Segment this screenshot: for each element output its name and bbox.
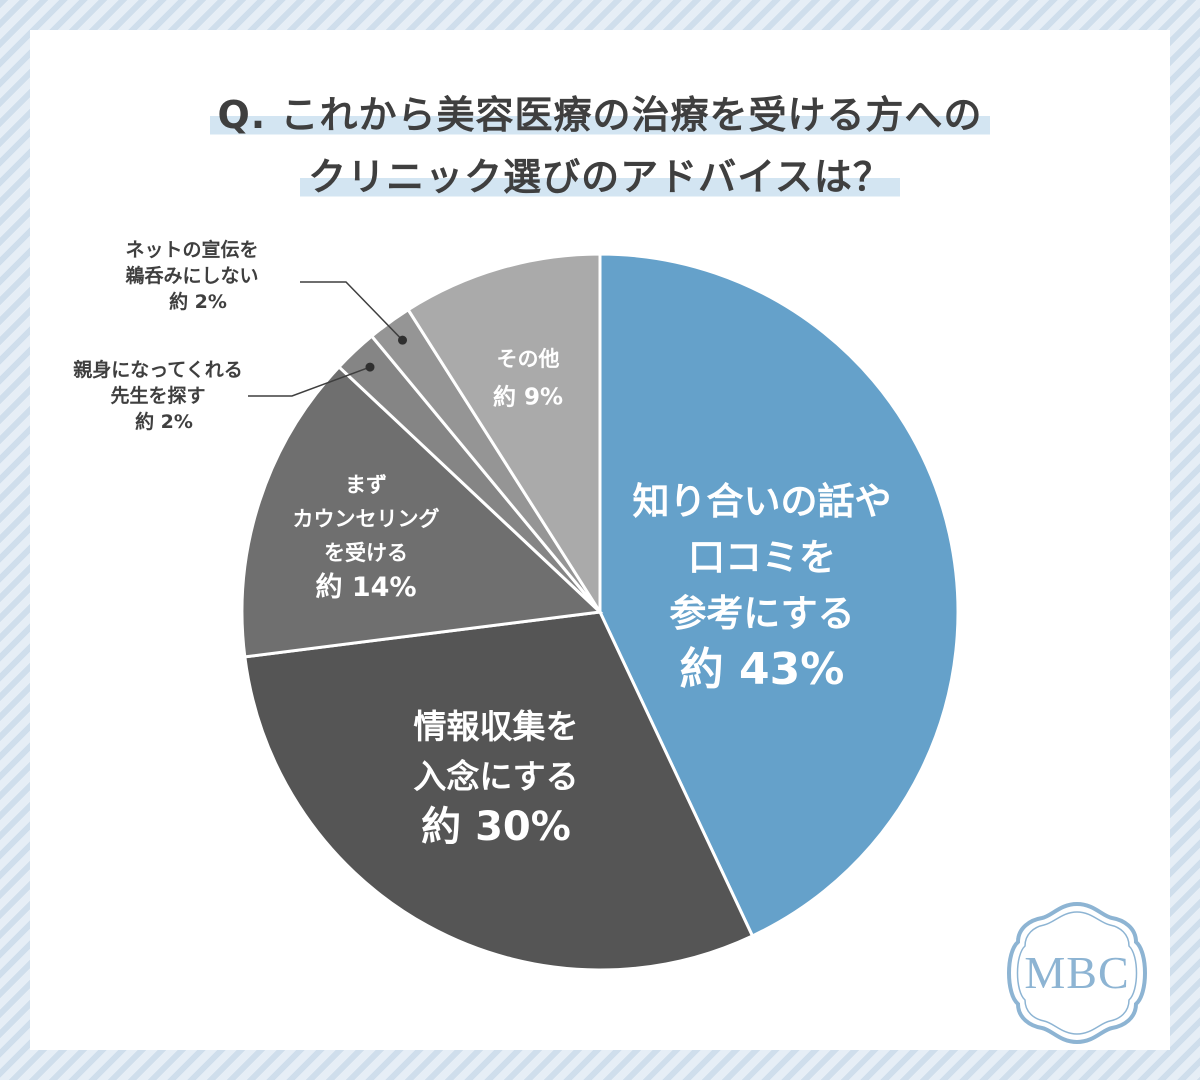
chart-title-text-1: Q. これから美容医療の治療を受ける方への: [209, 84, 991, 139]
slice-2-label-line-1: 情報収集を: [414, 707, 579, 746]
logo-frame-outer: [1007, 901, 1147, 1045]
slice-1-label-line-2: 口コミを: [688, 536, 836, 579]
slice-1-label-line-3: 参考にする: [669, 592, 854, 635]
slice-4-label-line-2: 先生を探す: [110, 384, 205, 407]
slice-3-percent-label: 約 14%: [315, 571, 416, 603]
slice-6-label-line-1: その他: [497, 347, 560, 371]
chart-title-text-2: クリニック選びのアドバイスは？: [300, 146, 900, 201]
slice-5-label-line-1: ネットの宣伝を: [125, 238, 258, 261]
slice-5-percent-label: 約 2%: [169, 290, 227, 313]
slice-4-label-line-1: 親身になってくれる: [73, 358, 242, 381]
chart-title-line-1: Q. これから美容医療の治療を受ける方への: [0, 84, 1200, 139]
slice-3-label-line-1: まず: [345, 473, 387, 497]
slice-3-label-line-2: カウンセリング: [293, 507, 440, 531]
slice-4-percent-label: 約 2%: [135, 410, 193, 433]
leader-line-slice-5: [300, 281, 404, 341]
slice-2-label-line-2: 入念にする: [413, 757, 578, 796]
slice-3-label-line-3: を受ける: [324, 541, 408, 565]
leader-line-slice-4: [248, 366, 371, 397]
slice-6-percent-label: 約 9%: [493, 384, 563, 411]
leader-dot-slice-5: [398, 335, 408, 345]
slice-2-percent-label: 約 30%: [421, 804, 571, 850]
pie-slice-6: [406, 252, 602, 618]
logo-frame-inner: [1016, 911, 1138, 1035]
logo-text: MBC: [1024, 947, 1129, 998]
mbc-logo: MBC: [1007, 901, 1147, 1045]
chart-title-line-2: クリニック選びのアドバイスは？: [0, 146, 1200, 201]
slice-5-label-line-2: 鵜呑みにしない: [124, 264, 258, 287]
pie-slice-3: [240, 364, 604, 659]
pie-slice-1: [598, 252, 960, 938]
leader-dot-slice-4: [365, 362, 375, 372]
slice-1-percent-label: 約 43%: [680, 644, 845, 695]
slice-1-label-line-1: 知り合いの話や: [633, 480, 892, 523]
pie-slice-2: [243, 610, 755, 972]
